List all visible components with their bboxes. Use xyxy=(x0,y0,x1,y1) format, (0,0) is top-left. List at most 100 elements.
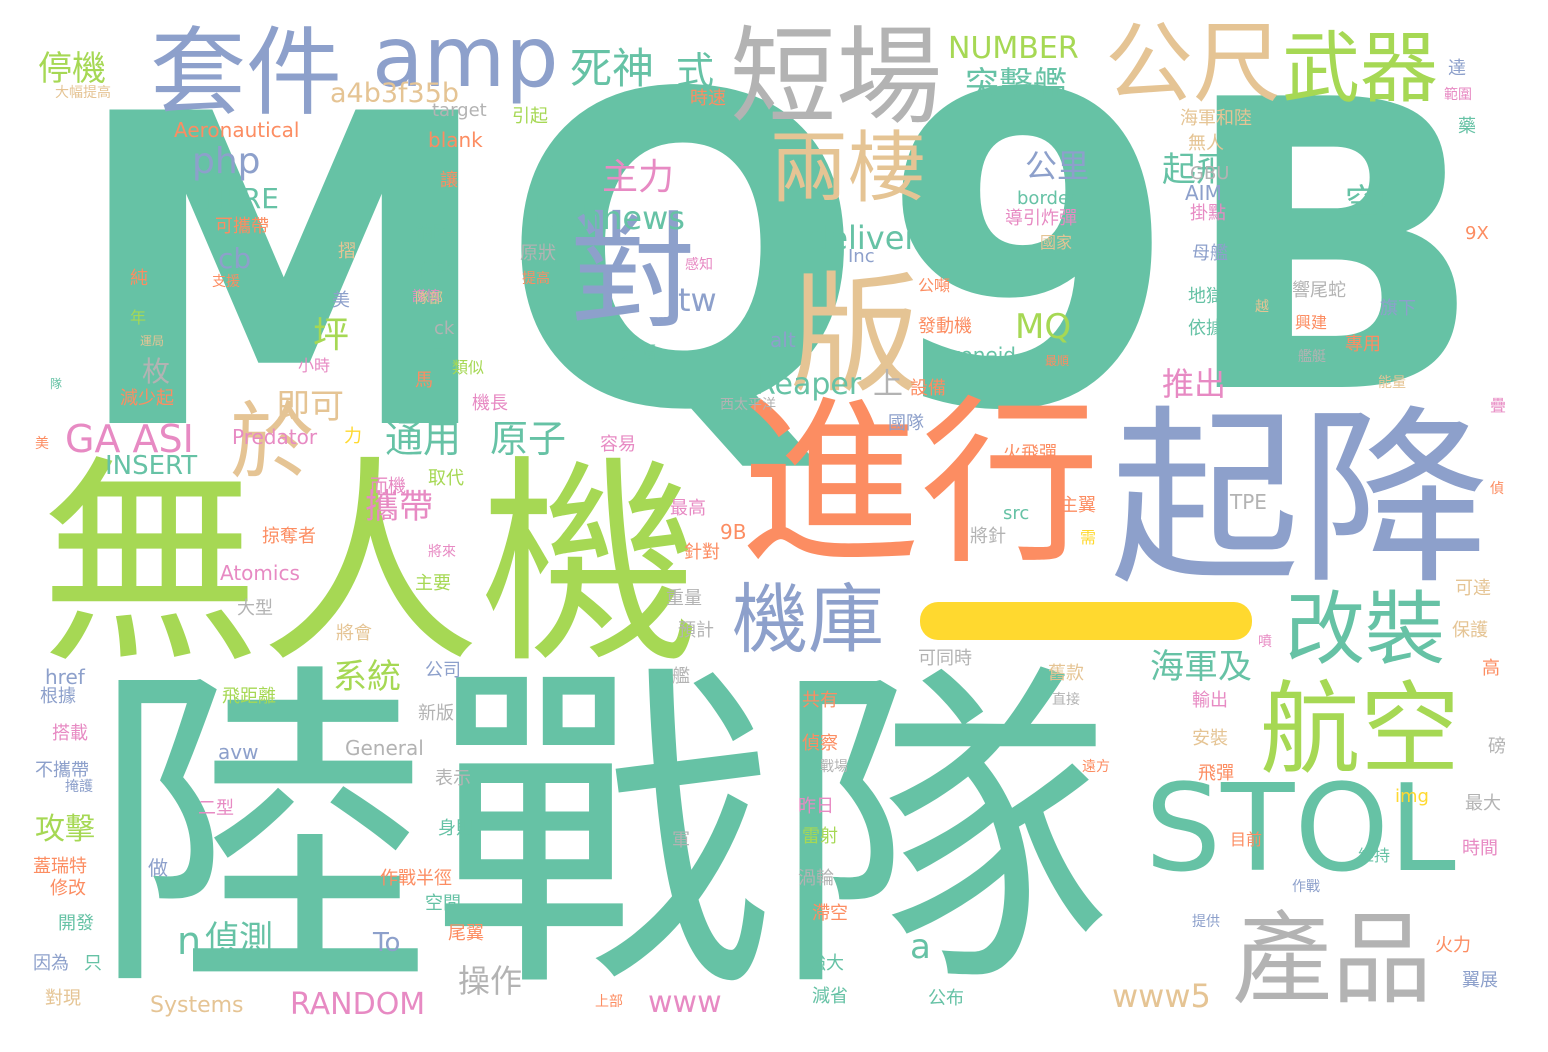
word-here: HERE xyxy=(203,182,279,215)
word-technews: technews xyxy=(532,199,685,237)
word-qi-fei: 起飛 xyxy=(1162,150,1230,190)
word-wu-ren: 無人 xyxy=(1188,133,1224,154)
word-www5: www5 xyxy=(1112,977,1211,1015)
word-zuo-ri: 昨日 xyxy=(798,796,834,817)
word-li: 力 xyxy=(344,426,362,447)
word-neng-liang: 能量 xyxy=(1378,375,1406,391)
word-zhen: 偵 xyxy=(1490,481,1504,497)
word-guo-jia: 國家 xyxy=(1040,233,1073,252)
word-jian: 艦 xyxy=(672,666,690,687)
word-zui-gao: 最高 xyxy=(670,498,706,519)
word-a: a xyxy=(910,927,931,967)
word-zhu-yi: 主翼 xyxy=(1060,495,1096,516)
word-zhu-li: 主力 xyxy=(602,157,675,198)
word-target: target xyxy=(432,100,487,121)
word-tpe: TPE xyxy=(1230,490,1267,514)
word-stol: STOL xyxy=(1145,760,1456,899)
word-jiang-lai: 將來 xyxy=(428,544,456,560)
word-ren-wu: 任務 xyxy=(418,260,454,281)
word-9x: 9X xyxy=(1465,223,1489,244)
word-mu-qian: 目前 xyxy=(1230,830,1263,849)
word-zui-da: 最大 xyxy=(1465,793,1501,814)
word-ke-xie-dai: 可攜帶 xyxy=(215,216,269,237)
word-insert: INSERT xyxy=(105,451,198,481)
word-fei-dan: 飛彈 xyxy=(1198,763,1234,784)
word-src: src xyxy=(1003,503,1030,524)
word-ke-tong-shi: 可同時 xyxy=(918,648,972,669)
word-jiu-kuan: 舊款 xyxy=(1048,663,1084,684)
word-ting-ji: 停機 xyxy=(38,49,106,89)
word-chan-pin: 產品 xyxy=(1232,901,1432,1018)
word-zhi2: 摺 xyxy=(338,241,356,262)
word-lue-duo-zhe: 掠奪者 xyxy=(262,526,316,547)
word-gong-si: 公司 xyxy=(425,660,461,681)
word-wei: 為 xyxy=(428,338,446,359)
word-ke-da: 可達 xyxy=(1455,578,1491,599)
word-random: RANDOM xyxy=(290,987,426,1022)
word-delivery: delivery xyxy=(808,219,937,257)
word-huo-fei-dan: 火飛彈 xyxy=(1003,443,1057,464)
word-die: 疊 xyxy=(1490,396,1507,415)
word-mq9b-q: Q xyxy=(500,5,866,505)
word-wei-chi: 維持 xyxy=(1358,846,1391,865)
word-rang: 讓 xyxy=(440,170,458,191)
word-zhi-kong: 滯空 xyxy=(812,903,848,924)
word-wo-lun: 渦輪 xyxy=(798,868,834,889)
word-shi-jian: 時間 xyxy=(1462,838,1498,859)
word-tui-chu: 推出 xyxy=(1162,365,1227,403)
word-aeronautical: Aeronautical xyxy=(174,118,300,142)
word-mq: MQ xyxy=(1015,307,1072,347)
word-yan-hu: 掩護 xyxy=(65,779,93,795)
word-she-bei: 設備 xyxy=(910,378,946,399)
word-avw: avw xyxy=(218,740,259,764)
word-tong-yong: 通用 xyxy=(385,417,462,461)
word-ti-gao: 提高 xyxy=(522,271,550,287)
word-zuo-zhan-ban-jing: 作戰半徑 xyxy=(380,868,452,889)
word-xiu-gai: 修改 xyxy=(50,878,86,899)
word-lei-she: 雷射 xyxy=(802,826,838,847)
word-huo-li: 火力 xyxy=(1435,935,1471,956)
word-yin-qi: 引起 xyxy=(512,106,548,127)
word-liang-qi: 兩棲 xyxy=(770,124,927,214)
word-ji-ku: 機庫 xyxy=(732,575,884,664)
word-zhuo-chuan: 謹慎 xyxy=(412,289,440,305)
word-tao-jian: 套件 xyxy=(150,17,342,129)
word-guo-dui: 國隊 xyxy=(888,413,924,434)
word-atomics: Atomics xyxy=(220,561,300,585)
word-xi-tai-ping-yang: 西太平洋 xyxy=(720,397,776,413)
word-an-zhuang: 安裝 xyxy=(1192,728,1228,749)
word-xing-jian: 興建 xyxy=(1295,313,1328,332)
word-hai-jun-he-lu: 海軍和陸 xyxy=(1180,108,1252,129)
word-zoneid: zoneid xyxy=(950,343,1016,367)
word-ban: 版 xyxy=(790,259,921,411)
word-wu-qi: 武器 xyxy=(1282,24,1439,114)
word-ga-asi: GA ASI xyxy=(65,417,194,461)
word-xu: 需 xyxy=(1080,528,1097,547)
word-to: To xyxy=(373,928,401,958)
word-shu-chu: 輸出 xyxy=(1192,690,1228,711)
word-pu-lu: 鋪路 xyxy=(415,223,451,244)
word-yuan-zi: 原子 xyxy=(490,417,567,461)
word-wei-yi: 尾翼 xyxy=(448,923,484,944)
word-n: n xyxy=(177,919,202,963)
word-reaper: Reaper xyxy=(755,367,862,402)
word-amp: amp xyxy=(372,8,559,106)
word-yao: 藥 xyxy=(1458,116,1476,137)
word-dao-yin-zha-dan: 導引炸彈 xyxy=(1005,208,1077,229)
word-ping: 坪 xyxy=(313,315,350,356)
word-shang: 上 xyxy=(873,367,903,402)
word-bu-xie-dai: 不攜帶 xyxy=(35,760,89,781)
word-ji-ke: 即可 xyxy=(276,387,344,427)
word-dui-xian: 對現 xyxy=(45,988,81,1009)
word-border: border xyxy=(1017,188,1077,209)
word-yu-ji: 預計 xyxy=(678,620,714,641)
word-blank: blank xyxy=(428,128,483,152)
word-da-fu: 大幅 xyxy=(620,343,656,364)
word-php: php xyxy=(192,141,261,182)
word-qi-jiang: 起降 xyxy=(1110,389,1491,610)
word-mu-jian: 母艦 xyxy=(1192,243,1228,264)
word-zhong-liang: 重量 xyxy=(666,588,702,609)
word-dui-bu: 隊部 xyxy=(415,291,443,307)
word-er-xing: 二型 xyxy=(198,798,234,819)
word-9b-small: 9B xyxy=(720,520,747,544)
